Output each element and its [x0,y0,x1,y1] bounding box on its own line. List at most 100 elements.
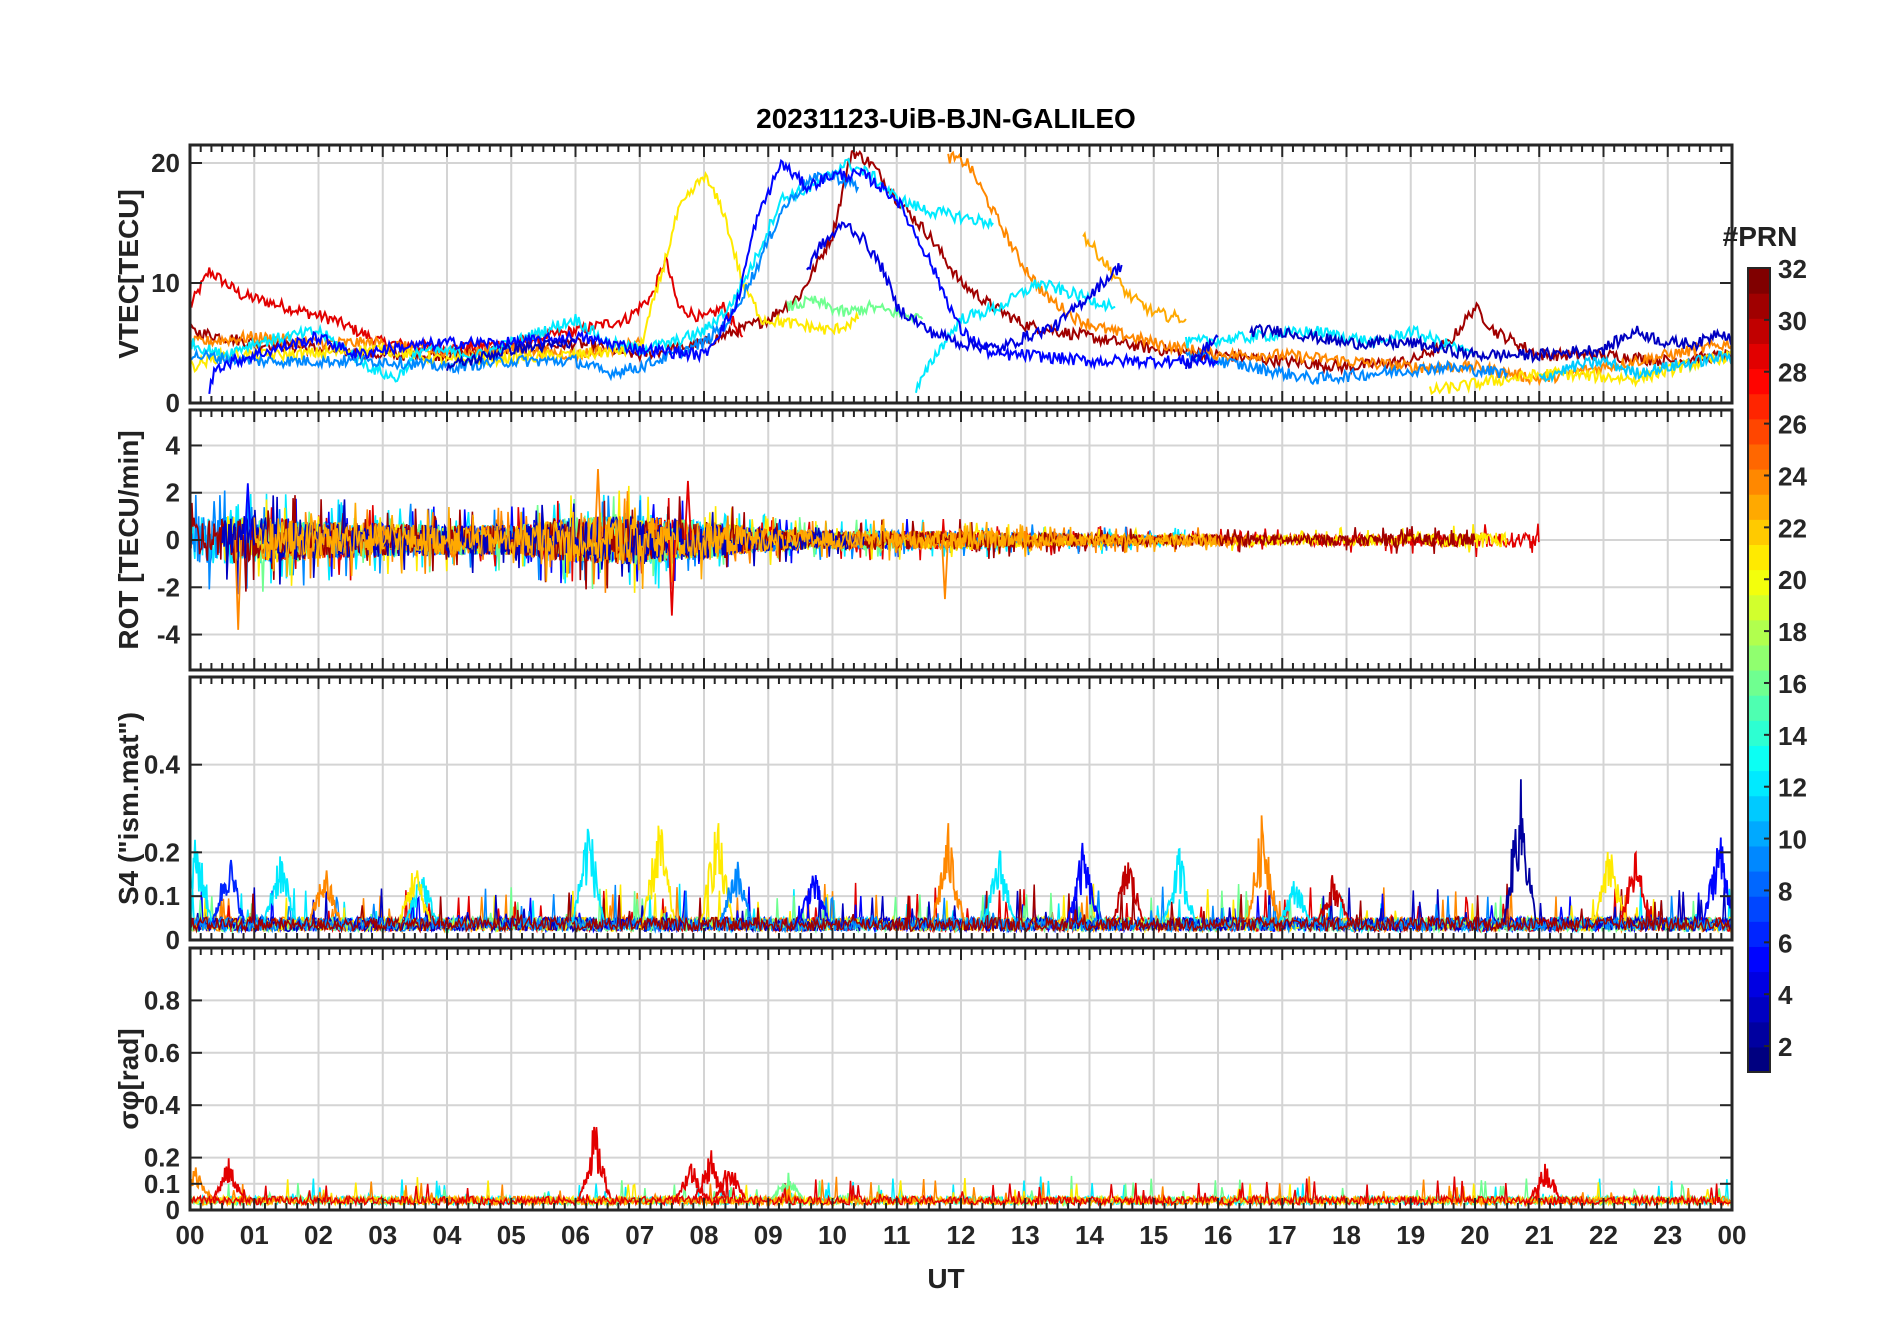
s4-spike [1593,851,1627,923]
colorbar-segment [1748,293,1770,319]
x-tick-label: 01 [240,1220,269,1250]
colorbar-segment [1748,795,1770,822]
s4-spike [1618,850,1653,923]
colorbar-segment [1748,594,1770,621]
colorbar-segment [1748,670,1770,696]
colorbar-tick-label: 2 [1778,1032,1792,1062]
x-tick-label: 05 [497,1220,526,1250]
x-tick-label: 02 [304,1220,333,1250]
rot-spike [667,539,676,616]
colorbar-segment [1748,619,1770,646]
y-tick-label: 0.1 [144,881,180,911]
colorbar-segment [1748,469,1770,495]
x-tick-label: 10 [818,1220,847,1250]
y-tick-label: 0.4 [144,750,181,780]
y-axis-label: σφ[rad] [113,1028,144,1129]
sigma_phi-spike [190,1167,213,1200]
s4-spike [719,861,753,923]
s4-spike [699,823,734,923]
series-group [190,149,1732,396]
colorbar-segment [1748,644,1770,671]
vtec-series-line [1082,231,1187,324]
y-tick-label: -2 [157,572,180,602]
x-tick-label: 21 [1525,1220,1554,1250]
x-tick-label: 12 [947,1220,976,1250]
s4-spike [1162,847,1196,923]
x-tick-label: 07 [625,1220,654,1250]
colorbar-segment [1748,268,1770,294]
colorbar-segment [1748,418,1770,445]
y-axis-label: ROT [TECU/min] [113,430,144,649]
colorbar-segment [1748,745,1770,772]
colorbar-tick-label: 8 [1778,876,1792,906]
y-tick-label: 0.8 [144,985,180,1015]
s4-spike [190,839,213,922]
s4-spike [1246,815,1280,923]
colorbar-segment [1748,820,1770,847]
y-tick-label: -4 [157,620,181,650]
colorbar-segment [1748,770,1770,797]
colorbar-segment [1748,393,1770,420]
colorbar-tick-label: 16 [1778,669,1807,699]
colorbar-tick-label: 24 [1778,461,1807,491]
vtec-series-line [446,338,577,371]
s4-spike [397,870,432,923]
colorbar-segment [1748,318,1770,344]
rot-spike [941,539,949,600]
rot-spike [594,469,602,541]
x-tick-label: 06 [561,1220,590,1250]
colorbar-tick-label: 6 [1778,928,1792,958]
x-tick-label: 19 [1396,1220,1425,1250]
colorbar-tick-label: 28 [1778,358,1807,388]
y-tick-label: 0.6 [144,1038,180,1068]
panel-s4: 0 0.1 0.2 0.4S4 ("ism.mat") [113,675,1734,955]
vtec-series-line [1538,350,1732,384]
colorbar-segment [1748,1021,1770,1048]
y-tick-label: 0.1 [144,1169,180,1199]
s4-spike [642,825,676,923]
x-tick-label: 11 [883,1220,911,1250]
x-tick-label: 03 [368,1220,397,1250]
colorbar-segment [1748,343,1770,370]
panel-sigma_phi: 00.10.2 0.4 0.6 0.8σφ[rad] [113,946,1734,1225]
y-tick-label: 0 [166,388,180,418]
colorbar-tick-label: 30 [1778,306,1807,336]
colorbar-segment [1748,544,1770,571]
x-axis: 00 01 02 03 04 05 06 07 08 09 10 11 12 13 14 15 16 17 18 19… [176,1220,1747,1250]
rot-spike [243,483,252,541]
x-tick-label: 14 [1075,1220,1104,1250]
s4-spike [211,859,245,923]
colorbar-segment [1748,845,1770,872]
y-tick-label: 4 [166,430,181,460]
s4-spike [1702,837,1732,923]
x-tick-label: 04 [433,1220,462,1250]
colorbar-tick-label: 10 [1778,825,1807,855]
colorbar-segment [1748,368,1770,395]
panel-rot: -4 -2 0 2 4 ROT [TECU/min] [113,408,1734,672]
vtec-series-line [1185,348,1509,386]
vtec-series-line [1429,349,1732,396]
x-tick-label: 20 [1461,1220,1490,1250]
vtec-series-line [1249,323,1732,364]
colorbar-segment [1748,1046,1770,1073]
y-tick-label: 0.4 [144,1090,181,1120]
s4-spike [1316,875,1351,923]
vtec-series-line [1184,334,1219,370]
rot-spike [684,480,692,541]
x-tick-label: 18 [1332,1220,1361,1250]
vtec-series-line [1184,324,1476,356]
y-tick-label: 0 [166,1195,180,1225]
x-axis-label: UT [927,1263,964,1294]
rot-spike [234,539,243,630]
y-tick-label: 2 [166,478,180,508]
s4-spike [1278,881,1312,923]
x-tick-label: 08 [690,1220,719,1250]
colorbar-tick-label: 26 [1778,410,1807,440]
vtec-series-line [947,150,1732,387]
rot-series-line [253,502,1218,590]
sigma_phi-spike [211,1158,245,1201]
